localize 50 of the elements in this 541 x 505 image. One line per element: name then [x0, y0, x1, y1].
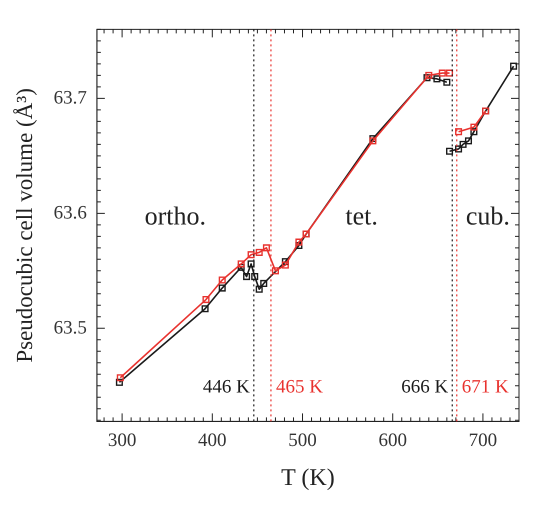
point — [248, 260, 255, 268]
y-tick-label: 63.6 — [54, 202, 87, 224]
point — [202, 305, 209, 312]
point — [464, 137, 472, 144]
point — [202, 296, 210, 304]
point — [455, 145, 462, 152]
x-tick-label: 600 — [378, 430, 407, 451]
point — [443, 78, 450, 86]
point — [256, 286, 263, 293]
x-tick-label: 500 — [288, 430, 317, 451]
point — [260, 280, 268, 287]
point — [282, 262, 289, 269]
y-tick-label: 63.7 — [54, 87, 87, 108]
x-axis-title: T (K) — [281, 464, 335, 491]
annotation: cub. — [466, 201, 510, 230]
point — [470, 124, 478, 131]
point — [262, 244, 270, 252]
point — [248, 251, 255, 258]
x-tick-label: 700 — [468, 430, 498, 451]
point — [218, 284, 226, 292]
point — [272, 267, 279, 274]
point — [446, 70, 454, 77]
point — [218, 276, 226, 284]
point — [423, 74, 431, 82]
ref-line-label: 666 K — [401, 376, 449, 398]
point — [455, 128, 462, 136]
y-tick-label: 63.5 — [54, 317, 87, 338]
x-tick-label: 400 — [198, 430, 227, 451]
point — [470, 128, 478, 136]
point — [116, 378, 123, 386]
point — [433, 75, 440, 82]
point — [251, 273, 258, 280]
point — [510, 62, 518, 70]
point — [256, 248, 263, 256]
ref-line-label: 465 K — [276, 376, 324, 398]
ref-line-label: 671 K — [462, 376, 510, 398]
point — [238, 264, 245, 271]
point — [116, 374, 124, 382]
point — [295, 238, 302, 246]
annotation: ortho. — [144, 201, 206, 230]
point — [460, 140, 467, 148]
point — [238, 260, 245, 268]
annotation: tet. — [345, 201, 378, 230]
ref-line-label: 446 K — [202, 376, 250, 398]
point — [243, 273, 250, 280]
y-axis-title: Pseudocubic cell volume (Å³) — [12, 88, 37, 363]
x-tick-label: 300 — [108, 430, 136, 451]
point — [425, 72, 432, 79]
point — [446, 148, 454, 155]
point — [438, 70, 446, 77]
